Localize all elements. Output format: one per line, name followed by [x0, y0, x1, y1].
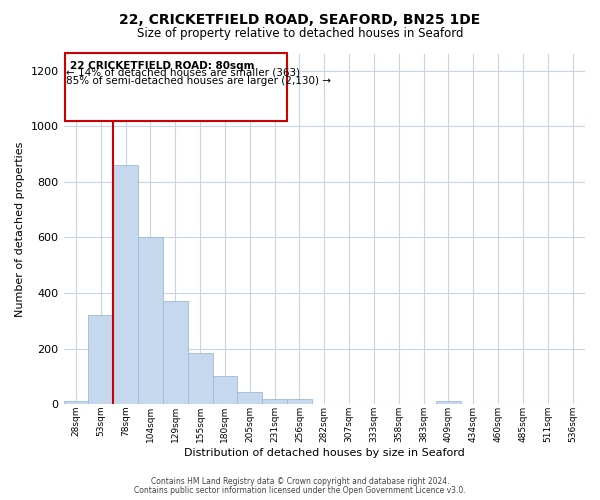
- FancyBboxPatch shape: [65, 52, 287, 120]
- Text: Contains public sector information licensed under the Open Government Licence v3: Contains public sector information licen…: [134, 486, 466, 495]
- Bar: [436, 402, 461, 404]
- Text: ← 14% of detached houses are smaller (363): ← 14% of detached houses are smaller (36…: [66, 68, 300, 78]
- Bar: [212, 376, 238, 404]
- Bar: [113, 165, 138, 404]
- Text: 22, CRICKETFIELD ROAD, SEAFORD, BN25 1DE: 22, CRICKETFIELD ROAD, SEAFORD, BN25 1DE: [119, 12, 481, 26]
- Bar: [163, 302, 188, 404]
- Bar: [188, 353, 212, 404]
- X-axis label: Distribution of detached houses by size in Seaford: Distribution of detached houses by size …: [184, 448, 464, 458]
- Text: Size of property relative to detached houses in Seaford: Size of property relative to detached ho…: [137, 28, 463, 40]
- Bar: [88, 316, 113, 404]
- Bar: [64, 402, 88, 404]
- Bar: [287, 399, 312, 404]
- Bar: [262, 399, 287, 404]
- Bar: [238, 392, 262, 404]
- Text: 85% of semi-detached houses are larger (2,130) →: 85% of semi-detached houses are larger (…: [66, 76, 331, 86]
- Y-axis label: Number of detached properties: Number of detached properties: [15, 142, 25, 317]
- Text: 22 CRICKETFIELD ROAD: 80sqm: 22 CRICKETFIELD ROAD: 80sqm: [70, 61, 254, 71]
- Text: Contains HM Land Registry data © Crown copyright and database right 2024.: Contains HM Land Registry data © Crown c…: [151, 477, 449, 486]
- Bar: [138, 238, 163, 404]
